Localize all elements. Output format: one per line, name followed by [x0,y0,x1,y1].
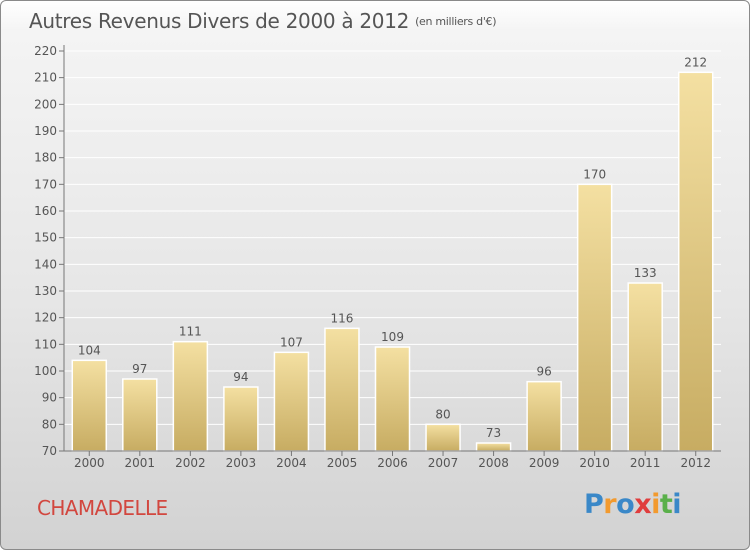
data-labels: 104 97 111 94 107 116 109 80 73 96 170 133 212 [78,55,707,440]
bar-2002 [172,340,209,452]
bar-2003 [223,386,259,452]
y-tick-label: 210 [34,71,57,85]
bar-2004 [273,351,310,452]
y-tick-label: 90 [42,391,57,405]
y-tick-label: 80 [42,417,57,431]
data-label: 116 [331,311,354,325]
x-tick-label: 2011 [630,456,661,470]
logo-letter: x [634,489,652,520]
chart-title-text: Autres Revenus Divers de 2000 à 2012 [29,9,410,33]
y-tick-label: 150 [34,231,57,245]
data-label: 94 [233,370,248,384]
x-tick-label: 2005 [327,456,358,470]
y-tick-label: 160 [34,204,57,218]
data-label: 73 [486,426,501,440]
bar-2007 [425,423,461,452]
data-label: 107 [280,335,303,349]
bar-2011 [627,282,663,452]
proxiti-logo[interactable]: Proxiti [584,489,682,520]
x-tick-label: 2004 [276,456,307,470]
bars [71,71,714,452]
place-name: CHAMADELLE [37,496,168,520]
bar-2005 [324,327,360,452]
bar-2006 [374,346,411,452]
data-label: 97 [132,362,147,376]
x-tick-label: 2000 [74,456,105,470]
chart-subtitle: (en milliers d'€) [415,15,497,28]
x-tick-label: 2007 [428,456,459,470]
logo-letter: t [659,489,673,520]
y-tick-label: 110 [34,337,57,351]
data-label: 170 [583,167,606,181]
y-tick-label: 190 [34,124,57,138]
y-tick-label: 200 [34,97,57,111]
logo-letter: r [603,489,617,520]
data-label: 80 [435,407,450,421]
data-label: 104 [78,343,101,357]
logo-letter: i [672,489,682,520]
x-tick-label: 2010 [579,456,610,470]
logo-letter: i [651,489,660,520]
y-tick-label: 120 [34,311,57,325]
data-label: 109 [381,330,404,344]
y-tick-label: 170 [34,177,57,191]
logo-letter: P [584,489,604,520]
x-tick-label: 2012 [680,456,711,470]
data-label: 133 [634,266,657,280]
bar-2010 [576,183,613,452]
y-tick-label: 140 [34,257,57,271]
x-tick-label: 2006 [377,456,408,470]
bar-2000 [71,359,108,452]
x-tick-label: 2002 [175,456,206,470]
y-tick-label: 130 [34,284,57,298]
data-label: 212 [684,55,707,69]
y-tick-label: 220 [34,44,57,58]
y-tick-label: 180 [34,151,57,165]
x-tick-label: 2003 [226,456,257,470]
logo-letter: o [616,489,635,520]
x-tick-label: 2001 [125,456,156,470]
bar-2009 [526,380,562,452]
data-label: 111 [179,325,202,339]
bar-2001 [122,378,158,452]
bar-2008 [475,442,512,452]
y-tick-label: 70 [42,444,57,458]
bar-2012 [677,71,714,452]
y-tick-label: 100 [34,364,57,378]
chart-title: Autres Revenus Divers de 2000 à 2012 (en … [29,9,497,33]
axes: 7080901001101201301401501601701801902002… [34,44,721,470]
x-tick-label: 2008 [478,456,509,470]
x-tick-label: 2009 [529,456,560,470]
data-label: 96 [536,365,551,379]
